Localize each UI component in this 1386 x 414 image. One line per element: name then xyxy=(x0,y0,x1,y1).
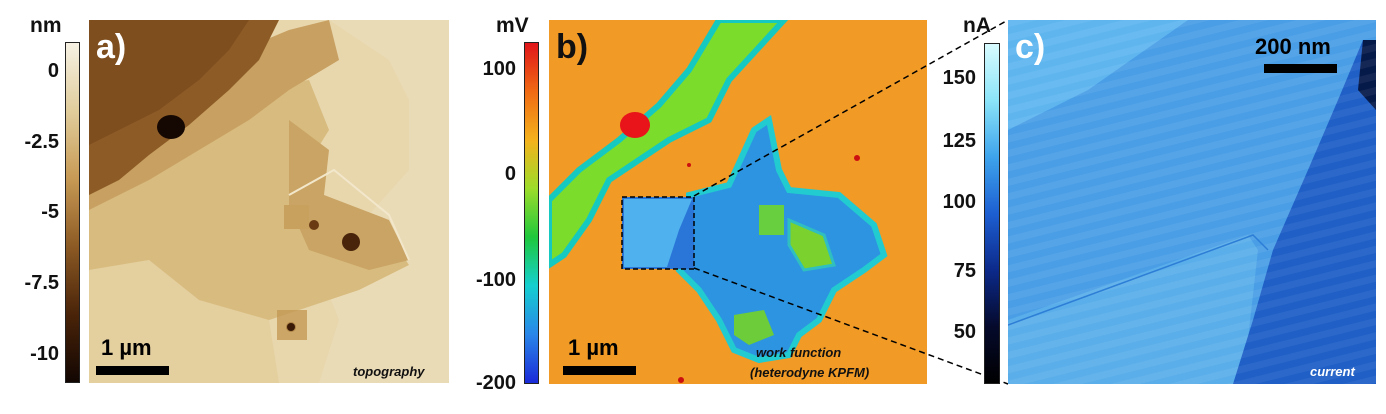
panel-a-caption: topography xyxy=(353,364,425,379)
panel-b-work-function-image xyxy=(549,20,927,384)
colorbar-b-tick-2: -100 xyxy=(475,269,516,291)
colorbar-a-tick-0: 0 xyxy=(47,60,59,82)
panel-c-caption: current xyxy=(1310,364,1355,379)
colorbar-a-tick-1: -2.5 xyxy=(24,131,59,153)
colorbar-b xyxy=(524,42,539,384)
colorbar-b-tick-3: -200 xyxy=(475,372,516,394)
panel-b-caption-line2: (heterodyne KPFM) xyxy=(750,365,870,380)
panel-c-current-image xyxy=(1008,20,1376,384)
zoom-connector-lines xyxy=(693,19,1009,385)
colorbar-c-tick-3: 75 xyxy=(953,260,976,282)
colorbar-b-tick-1: 0 xyxy=(504,163,516,185)
panel-a-scale-bar xyxy=(96,366,169,375)
colorbar-c xyxy=(984,43,1000,384)
colorbar-a-tick-3: -7.5 xyxy=(24,272,59,294)
colorbar-c-tick-1: 125 xyxy=(942,130,976,152)
colorbar-c-tick-0: 150 xyxy=(942,67,976,89)
panel-b-caption-line1: work function xyxy=(756,345,842,360)
panel-b-label: b) xyxy=(556,28,589,66)
panel-a-label: a) xyxy=(96,28,127,66)
colorbar-c-unit: nA xyxy=(963,14,991,37)
panel-a-topography-image xyxy=(89,20,449,383)
colorbar-a-tick-2: -5 xyxy=(41,201,59,223)
panel-a-scale-bar-label: 1 µm xyxy=(101,335,152,360)
panel-b-scale-bar-label: 1 µm xyxy=(568,335,619,360)
colorbar-c-tick-4: 50 xyxy=(953,321,976,343)
colorbar-b-unit: mV xyxy=(496,14,529,37)
colorbar-a xyxy=(65,42,80,383)
colorbar-c-tick-2: 100 xyxy=(942,191,976,213)
colorbar-b-tick-0: 100 xyxy=(482,58,516,80)
panel-c-scale-bar-label: 200 nm xyxy=(1255,34,1331,59)
panel-c-label: c) xyxy=(1015,28,1046,66)
panel-c-scale-bar xyxy=(1264,64,1337,73)
colorbar-a-tick-4: -10 xyxy=(30,343,59,365)
colorbar-a-unit: nm xyxy=(30,14,62,37)
panel-b-scale-bar xyxy=(563,366,636,375)
